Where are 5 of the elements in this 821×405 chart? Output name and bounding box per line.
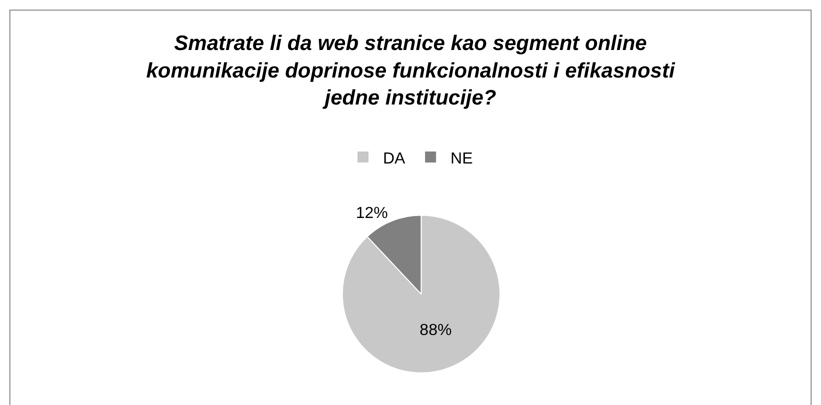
legend-label: DA <box>383 150 406 168</box>
chart-title: Smatrate li da web stranice kao segment online komunikacije doprinose funkcionalnosti i efikasnosti jedne institucije? <box>146 32 676 110</box>
data-label: 12% <box>356 204 388 222</box>
data-label: 88% <box>420 322 452 340</box>
legend-label: NE <box>450 150 473 168</box>
